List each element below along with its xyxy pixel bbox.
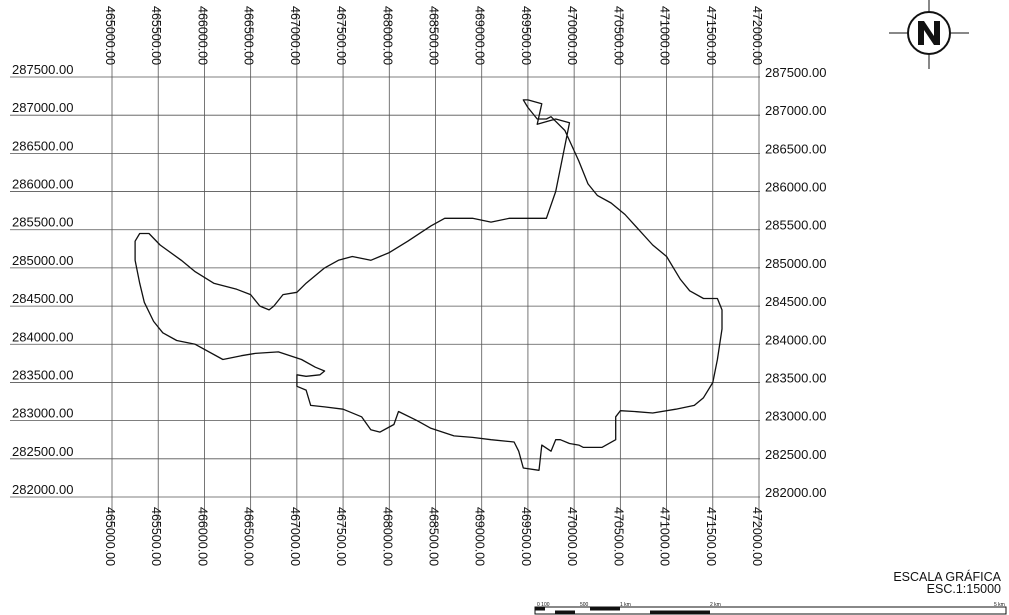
y-tick-label: 287500.00 [765, 65, 826, 80]
coordinate-grid [10, 8, 760, 528]
x-tick-labels-bottom: 465000.00 465500.00 466000.00 466500.00 4670… [103, 507, 764, 566]
y-tick-label: 287500.00 [12, 62, 73, 77]
boundary-polygon [134, 99, 723, 471]
scale-title: ESCALA GRÁFICA [893, 570, 1001, 584]
x-tick-label: 468000.00 [380, 507, 394, 566]
y-tick-label: 284500.00 [12, 291, 73, 306]
x-tick-label: 471500.00 [704, 6, 718, 65]
x-tick-labels-top: 465000.00 465500.00 466000.00 466500.00 4670… [103, 6, 764, 65]
scale-legend: ESCALA GRÁFICA ESC.1:15000 [893, 570, 1001, 596]
x-tick-label: 472000.00 [750, 507, 764, 566]
x-tick-label: 465000.00 [103, 507, 117, 566]
x-tick-label: 469500.00 [519, 6, 533, 65]
y-tick-label: 286500.00 [765, 141, 826, 156]
x-tick-label: 472000.00 [750, 6, 764, 65]
y-tick-label: 283500.00 [12, 367, 73, 382]
scale-bar: 0 100 500 1 km 2 km 5 km [534, 602, 1007, 615]
y-tick-label: 287000.00 [12, 100, 73, 115]
x-tick-label: 467000.00 [288, 6, 302, 65]
y-tick-label: 282500.00 [765, 447, 826, 462]
y-tick-label: 283500.00 [765, 370, 826, 385]
scale-tick-label: 2 km [710, 602, 721, 608]
x-tick-label: 470000.00 [565, 507, 579, 566]
scale-tick-label: 1 km [620, 602, 631, 608]
x-tick-label: 468000.00 [380, 6, 394, 65]
y-tick-label: 285000.00 [765, 256, 826, 271]
y-tick-label: 287000.00 [765, 103, 826, 118]
x-tick-label: 466000.00 [195, 507, 209, 566]
x-tick-label: 470500.00 [611, 507, 625, 566]
y-tick-label: 284500.00 [765, 294, 826, 309]
y-tick-label: 283000.00 [12, 406, 73, 421]
y-tick-label: 285000.00 [12, 253, 73, 268]
x-tick-label: 470000.00 [565, 6, 579, 65]
y-tick-label: 286500.00 [12, 138, 73, 153]
y-tick-label: 283000.00 [765, 409, 826, 424]
x-tick-label: 468500.00 [427, 6, 441, 65]
y-tick-labels-left: 287500.00 287000.00 286500.00 286000.00 2855… [12, 62, 73, 497]
scale-tick-label: 0 100 [537, 602, 550, 608]
y-tick-label: 282000.00 [765, 485, 826, 500]
north-arrow-icon [889, 0, 969, 69]
x-tick-label: 466500.00 [242, 507, 256, 566]
y-tick-label: 286000.00 [765, 180, 826, 195]
y-tick-label: 284000.00 [12, 329, 73, 344]
y-tick-label: 285500.00 [12, 215, 73, 230]
x-tick-label: 471000.00 [658, 507, 672, 566]
x-tick-label: 469000.00 [473, 6, 487, 65]
x-tick-label: 471000.00 [658, 6, 672, 65]
scale-tick-label: 5 km [994, 602, 1005, 608]
y-tick-label: 282000.00 [12, 482, 73, 497]
x-tick-label: 470500.00 [611, 6, 625, 65]
x-tick-label: 465000.00 [103, 6, 117, 65]
x-tick-label: 467500.00 [334, 507, 348, 566]
scale-tick-label: 500 [580, 602, 589, 608]
x-tick-label: 466500.00 [242, 6, 256, 65]
x-tick-label: 468500.00 [427, 507, 441, 566]
x-tick-label: 466000.00 [195, 6, 209, 65]
x-tick-label: 467000.00 [288, 507, 302, 566]
y-tick-label: 282500.00 [12, 444, 73, 459]
scale-subtitle: ESC.1:15000 [926, 582, 1001, 596]
y-tick-label: 286000.00 [12, 177, 73, 192]
x-tick-label: 471500.00 [704, 507, 718, 566]
x-tick-label: 469500.00 [519, 507, 533, 566]
y-tick-label: 285500.00 [765, 218, 826, 233]
x-tick-label: 469000.00 [473, 507, 487, 566]
x-tick-label: 465500.00 [149, 507, 163, 566]
x-tick-label: 467500.00 [334, 6, 348, 65]
y-tick-label: 284000.00 [765, 332, 826, 347]
x-tick-label: 465500.00 [149, 6, 163, 65]
y-tick-labels-right: 287500.00 287000.00 286500.00 286000.00 2855… [765, 65, 826, 500]
